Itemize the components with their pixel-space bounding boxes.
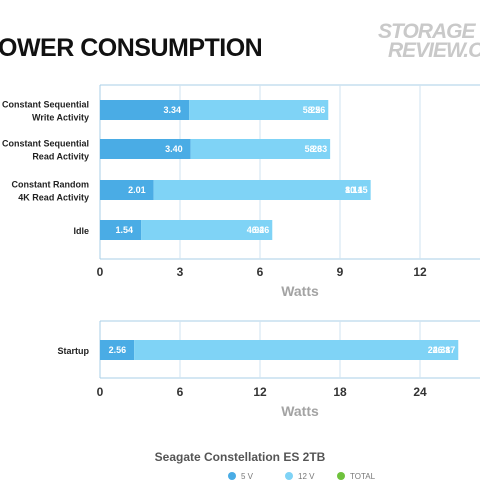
data-label-total: 6.46 xyxy=(252,225,270,235)
x-tick-label: 12 xyxy=(413,265,427,279)
data-label-5v: 3.34 xyxy=(164,105,182,115)
bar-5v xyxy=(100,340,135,360)
x-tick-label: 0 xyxy=(97,265,104,279)
category-label: 4K Read Activity xyxy=(18,193,89,203)
bar-12v xyxy=(189,100,329,120)
bar-5v xyxy=(100,139,191,159)
data-label-12v: 8.14 xyxy=(345,185,363,195)
bar-12v xyxy=(141,220,273,240)
chart-title: OWER CONSUMPTION xyxy=(0,34,263,62)
category-label: Write Activity xyxy=(32,113,89,123)
data-label-12v: 5.23 xyxy=(305,144,323,154)
category-label: Constant Sequential xyxy=(2,100,89,110)
x-axis-label: Watts xyxy=(281,403,319,419)
data-label-12v: 5.22 xyxy=(303,105,321,115)
bar-5v xyxy=(100,180,154,200)
data-label-total: 26.87 xyxy=(433,345,456,355)
legend-label: 12 V xyxy=(298,472,315,481)
category-label: Startup xyxy=(58,346,90,356)
x-tick-label: 0 xyxy=(97,385,104,399)
x-tick-label: 12 xyxy=(253,385,267,399)
x-tick-label: 6 xyxy=(257,265,264,279)
data-label-5v: 2.01 xyxy=(128,185,146,195)
legend-marker-12v xyxy=(285,472,293,480)
category-label: Constant Random xyxy=(12,180,90,190)
x-tick-label: 6 xyxy=(177,385,184,399)
legend-label: 5 V xyxy=(241,472,254,481)
bar-12v xyxy=(190,139,331,159)
data-label-12v: 24.31 xyxy=(428,345,451,355)
bar-12v xyxy=(134,340,459,360)
data-label-5v: 3.40 xyxy=(165,144,183,154)
category-label: Idle xyxy=(73,226,89,236)
data-label-5v: 1.54 xyxy=(116,225,134,235)
logo-line-2: REVIEW.CO xyxy=(388,39,480,62)
bar-12v xyxy=(153,180,371,200)
data-label-total: 8.63 xyxy=(310,144,328,154)
data-label-total: 8.56 xyxy=(308,105,326,115)
bar-5v xyxy=(100,220,142,240)
legend-title: Seagate Constellation ES 2TB xyxy=(154,450,326,464)
category-label: Read Activity xyxy=(32,152,89,162)
legend-marker-total xyxy=(337,472,345,480)
storagereview-logo: STORAGE REVIEW.CO xyxy=(378,20,480,62)
x-tick-label: 3 xyxy=(177,265,184,279)
x-tick-label: 9 xyxy=(337,265,344,279)
logo-line-1: STORAGE xyxy=(378,20,475,43)
bar-5v xyxy=(100,100,190,120)
category-label: Constant Sequential xyxy=(2,139,89,149)
x-axis-label: Watts xyxy=(281,283,319,299)
data-label-5v: 2.56 xyxy=(109,345,127,355)
legend-marker-5v xyxy=(228,472,236,480)
legend-label: TOTAL xyxy=(350,472,376,481)
data-label-total: 10.15 xyxy=(345,185,368,195)
data-label-12v: 4.92 xyxy=(247,225,265,235)
x-tick-label: 24 xyxy=(413,385,427,399)
x-tick-label: 18 xyxy=(333,385,347,399)
